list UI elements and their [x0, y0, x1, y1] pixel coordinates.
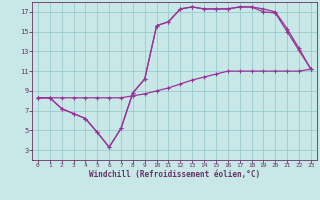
X-axis label: Windchill (Refroidissement éolien,°C): Windchill (Refroidissement éolien,°C): [89, 170, 260, 179]
